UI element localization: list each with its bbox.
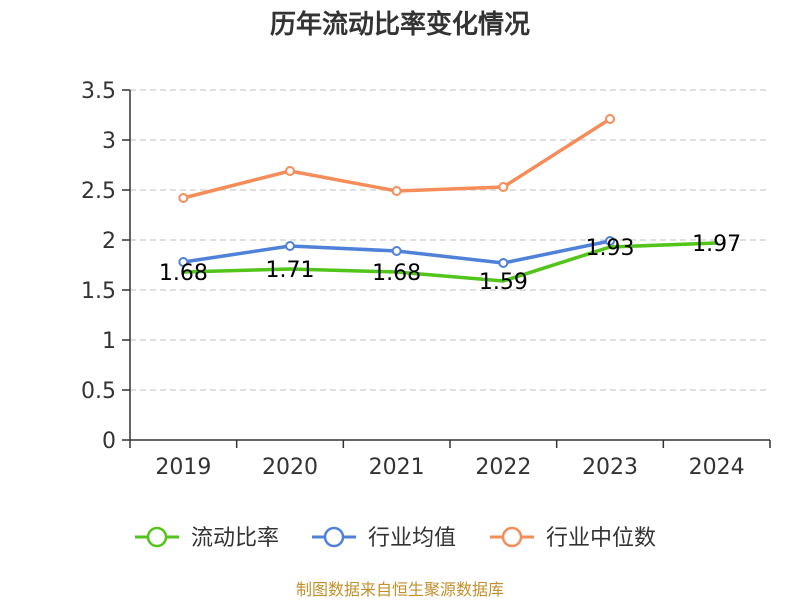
series-point — [498, 182, 509, 192]
legend-label: 行业中位数 — [546, 526, 656, 551]
y-tick-label: 0.5 — [81, 379, 116, 404]
legend-marker — [323, 526, 345, 548]
series-point — [391, 246, 402, 256]
series-point — [178, 193, 189, 203]
series-point — [498, 258, 509, 268]
data-label: 1.71 — [266, 258, 315, 283]
legend-marker — [501, 526, 523, 548]
data-label: 1.59 — [479, 270, 528, 295]
x-tick-label: 2024 — [689, 455, 745, 480]
x-tick-label: 2022 — [475, 455, 531, 480]
series-point — [285, 166, 295, 176]
legend-label: 行业均值 — [368, 526, 456, 551]
axis-layer: 0 0.5 1 1.5 2 2.5 3 3.5 2019 2020 2021 2022 2023 2024 — [81, 79, 771, 480]
y-tick-label: 2 — [102, 229, 116, 254]
chart-title: 历年流动比率变化情况 — [270, 9, 530, 40]
data-label-layer: 1.68 1.71 1.68 1.59 1.93 1.97 — [159, 232, 741, 295]
legend-label: 流动比率 — [191, 526, 279, 551]
data-label: 1.93 — [586, 236, 635, 261]
series-point — [605, 236, 615, 246]
data-label: 1.68 — [372, 261, 421, 286]
data-label: 1.68 — [159, 261, 208, 286]
series-layer — [178, 114, 719, 283]
data-label: 1.97 — [692, 232, 741, 257]
legend: 流动比率 行业均值 行业中位数 — [135, 526, 656, 551]
series-point — [605, 114, 615, 124]
y-tick-label: 1 — [102, 329, 116, 354]
legend-marker — [146, 526, 168, 548]
series-point — [391, 186, 402, 196]
y-tick-label: 1.5 — [81, 279, 116, 304]
series-point — [178, 257, 189, 267]
x-tick-label: 2019 — [155, 455, 211, 480]
y-tick-label: 3.5 — [81, 79, 116, 104]
y-tick-label: 3 — [102, 129, 116, 154]
y-tick-label: 0 — [102, 429, 116, 454]
x-tick-label: 2023 — [582, 455, 638, 480]
series-line — [181, 241, 719, 283]
x-tick-label: 2020 — [262, 455, 318, 480]
source-note: 制图数据来自恒生聚源数据库 — [296, 580, 504, 599]
series-point — [285, 241, 295, 251]
x-tick-label: 2021 — [369, 455, 425, 480]
y-tick-label: 2.5 — [81, 179, 116, 204]
grid-layer — [130, 89, 770, 391]
